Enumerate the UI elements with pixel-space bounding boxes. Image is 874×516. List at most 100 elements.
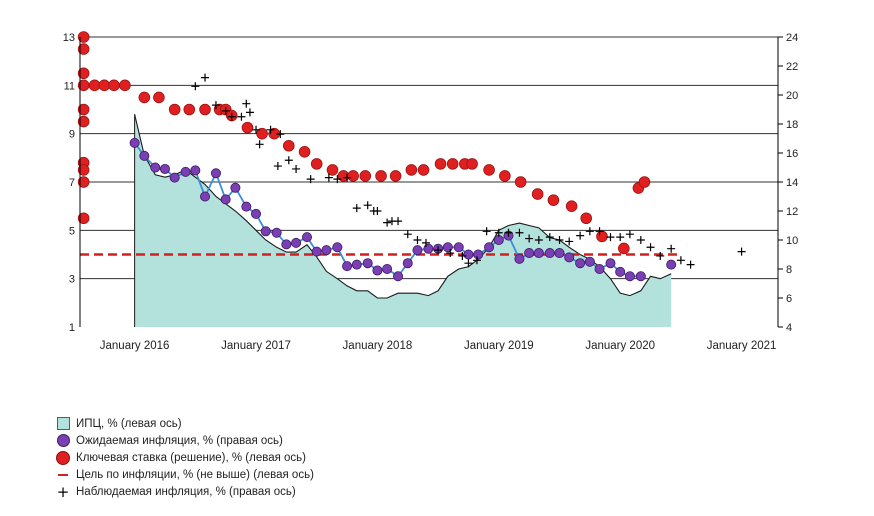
observed-point xyxy=(464,259,473,268)
rate-point xyxy=(580,212,593,225)
expected-point xyxy=(605,258,616,269)
x-tick-label: January 2018 xyxy=(343,340,413,352)
observed-point xyxy=(201,73,210,82)
legend-item-target: Цель по инфляции, % (не выше) (левая ось… xyxy=(56,466,314,483)
expected-point xyxy=(230,182,241,193)
legend: ИПЦ, % (левая ось) Ожидаемая инфляция, %… xyxy=(56,415,314,500)
observed-point xyxy=(394,217,403,226)
rate-point xyxy=(417,164,430,176)
observed-point xyxy=(494,228,503,237)
expected-point xyxy=(442,242,453,253)
expected-point xyxy=(402,258,413,269)
right-tick-label: 20 xyxy=(786,90,798,102)
x-tick-label: January 2016 xyxy=(100,340,170,352)
expected-point xyxy=(200,191,211,202)
observed-point xyxy=(227,112,236,121)
observed-point xyxy=(504,228,513,237)
expected-point xyxy=(624,271,635,282)
rate-point xyxy=(168,103,181,116)
observed-point xyxy=(242,99,251,108)
observed-point xyxy=(636,236,645,244)
plus-icon: + xyxy=(56,482,70,501)
expected-point xyxy=(351,259,362,270)
observed-point xyxy=(458,251,467,260)
observed-point xyxy=(676,256,685,265)
expected-point xyxy=(514,253,525,264)
left-tick-label: 1 xyxy=(69,322,75,334)
expected-point xyxy=(453,242,464,253)
circle-purple-icon xyxy=(56,434,70,448)
left-tick-label: 5 xyxy=(69,225,75,237)
expected-point xyxy=(302,232,313,243)
legend-label: Ключевая ставка (решение), % (левая ось) xyxy=(76,451,306,464)
rate-point xyxy=(434,158,447,170)
rate-point xyxy=(77,115,90,128)
right-tick-label: 12 xyxy=(786,206,798,218)
observed-point xyxy=(472,256,481,265)
expected-point xyxy=(382,263,393,274)
observed-point xyxy=(534,236,543,244)
expected-point xyxy=(484,242,495,253)
rate-point xyxy=(199,103,211,116)
expected-point xyxy=(594,263,605,274)
observed-point xyxy=(585,227,594,236)
rate-point xyxy=(310,158,323,170)
observed-point xyxy=(686,260,695,269)
observed-point xyxy=(667,244,676,253)
rate-point xyxy=(547,194,560,206)
rate-point xyxy=(282,139,295,152)
expected-inflation-series xyxy=(129,137,677,282)
expected-point xyxy=(150,162,161,173)
rate-point xyxy=(241,121,254,134)
expected-point xyxy=(190,165,201,176)
right-tick-label: 10 xyxy=(786,235,798,247)
observed-point xyxy=(252,125,261,134)
rate-point xyxy=(77,31,90,43)
expected-point xyxy=(393,271,404,282)
x-tick-label: January 2021 xyxy=(707,340,777,352)
expected-point xyxy=(311,246,322,257)
rate-point xyxy=(405,164,418,176)
observed-point xyxy=(545,233,554,242)
expected-point xyxy=(615,266,626,277)
observed-point xyxy=(606,233,615,242)
expected-point xyxy=(524,248,535,259)
right-tick-label: 4 xyxy=(786,322,792,334)
left-tick-label: 11 xyxy=(64,80,75,92)
x-tick-label: January 2019 xyxy=(464,340,534,352)
key-rate-series xyxy=(77,31,651,255)
rate-point xyxy=(98,79,111,92)
expected-point xyxy=(321,245,332,256)
observed-point xyxy=(656,251,665,260)
expected-point xyxy=(159,163,170,174)
rate-point xyxy=(326,164,339,176)
observed-point xyxy=(576,231,585,240)
rate-point xyxy=(77,67,90,80)
observed-point xyxy=(413,236,422,244)
rate-point xyxy=(298,145,311,158)
rate-point xyxy=(119,79,131,92)
observed-point xyxy=(737,247,746,256)
observed-point xyxy=(352,204,361,213)
rate-point xyxy=(483,164,495,176)
expected-point xyxy=(180,166,191,177)
expected-point xyxy=(533,248,544,259)
observed-point xyxy=(343,173,352,182)
expected-point xyxy=(210,168,221,179)
expected-point xyxy=(584,256,595,267)
x-tick-label: January 2020 xyxy=(585,340,655,352)
expected-point xyxy=(129,137,140,148)
left-tick-label: 3 xyxy=(69,274,75,286)
right-tick-label: 16 xyxy=(786,148,798,160)
expected-point xyxy=(169,172,180,183)
rate-point xyxy=(446,158,459,170)
rate-point xyxy=(359,170,372,182)
right-tick-label: 8 xyxy=(786,264,792,276)
observed-point xyxy=(306,175,315,184)
rate-point xyxy=(256,127,268,140)
expected-point xyxy=(342,261,353,272)
rate-point xyxy=(108,79,120,92)
legend-item-cpi: ИПЦ, % (левая ось) xyxy=(56,415,314,432)
observed-point xyxy=(515,228,524,237)
observed-point xyxy=(446,249,455,258)
